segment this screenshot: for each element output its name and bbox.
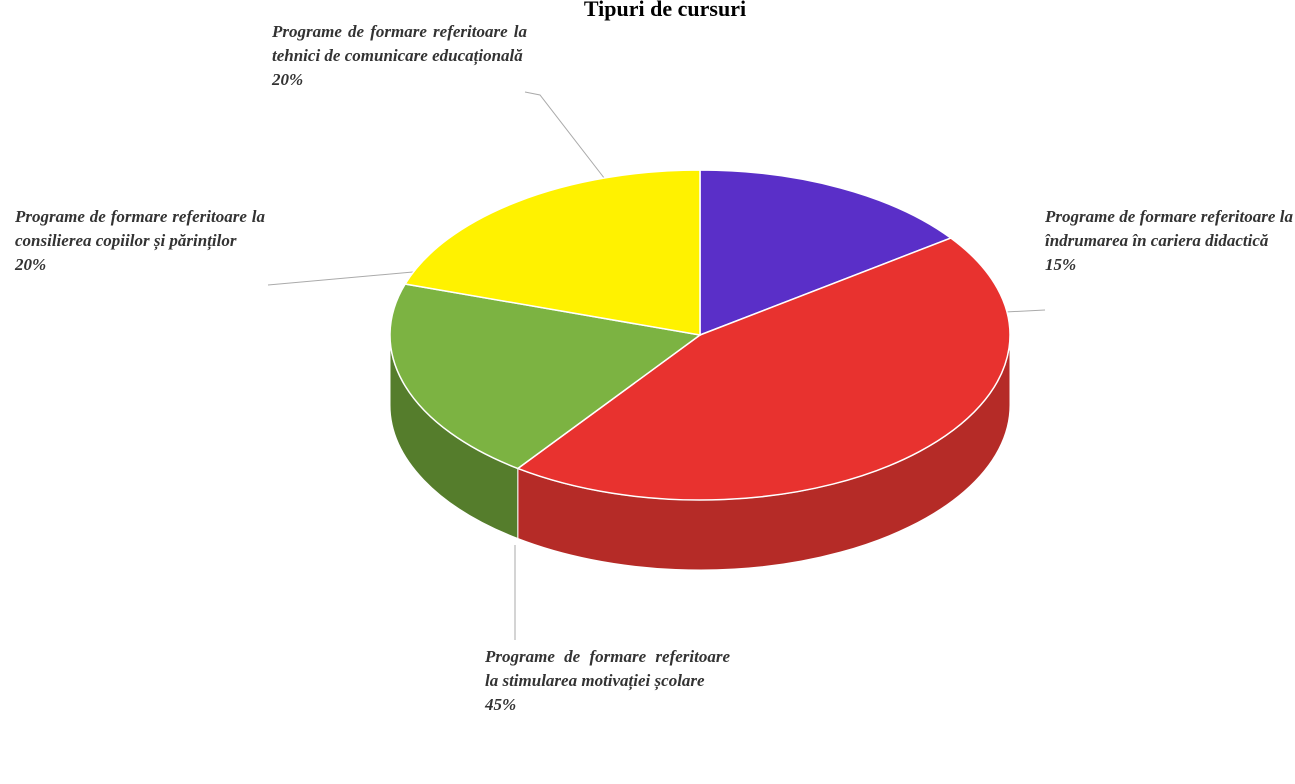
leader-line [524,91,626,206]
label-value: 20% [15,255,47,274]
chart-title: Tipuri de cursuri [584,0,746,21]
slice-label: Programe de formare referitoare la tehni… [272,20,527,92]
label-value: 45% [485,695,517,714]
pie-slice [699,169,953,337]
label-text: Programe de formare referitoare la consi… [15,207,265,250]
slice-label: Programe de formare referitoare la consi… [15,205,265,277]
leader-lines [267,91,1046,640]
pie-slice [516,237,1011,501]
label-text: Programe de formare referitoare la tehni… [272,22,527,65]
label-value: 15% [1045,255,1077,274]
pie-slice [389,283,702,470]
leader-line [1004,309,1046,313]
label-value: 20% [272,70,304,89]
leader-line [267,269,436,286]
slice-label: Programe de formare referitoare la stimu… [485,645,730,717]
pie-slice [403,169,701,336]
label-text: Programe de formare referitoare la stimu… [485,647,730,690]
label-text: Programe de formare referitoare la îndru… [1045,207,1293,250]
slice-label: Programe de formare referitoare la îndru… [1045,205,1293,277]
pie-slices [389,169,1011,501]
